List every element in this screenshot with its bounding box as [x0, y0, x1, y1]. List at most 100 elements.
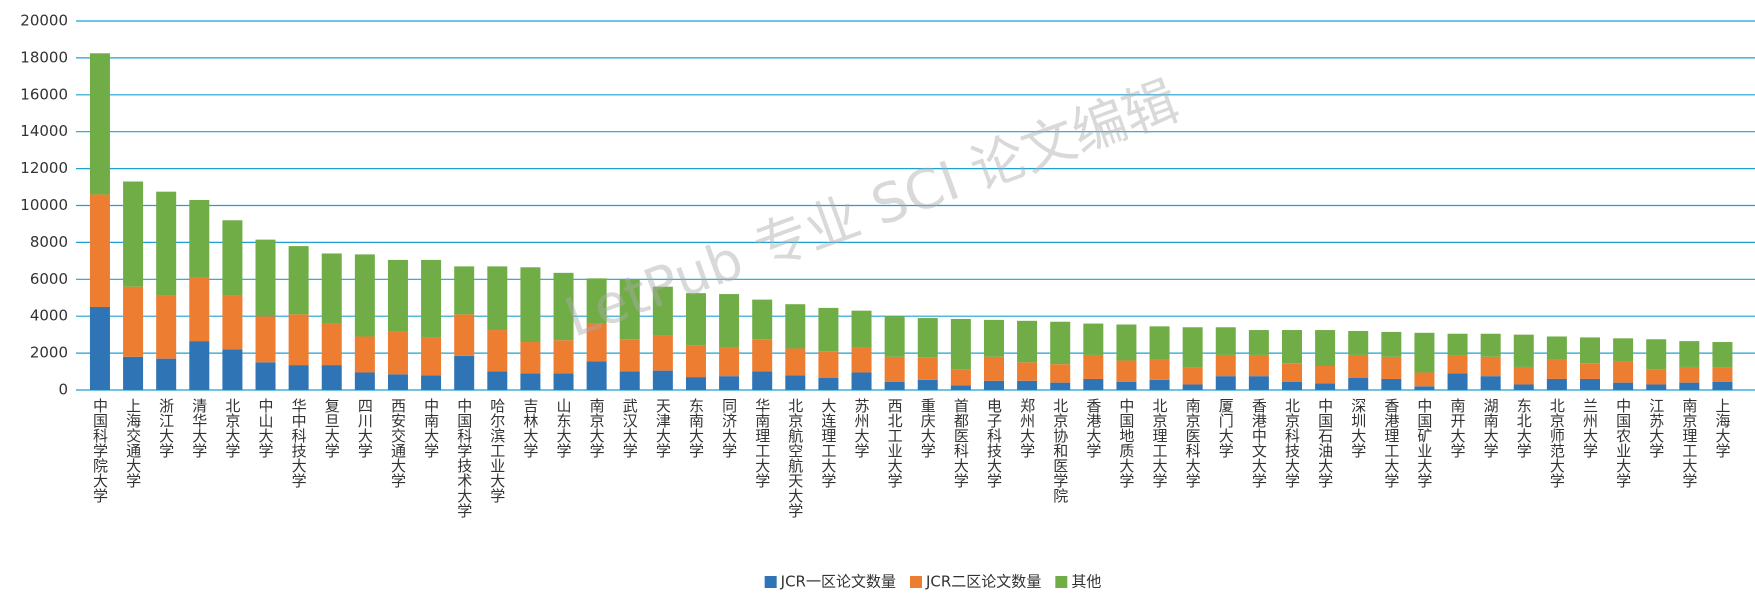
- bar-segment: [1017, 362, 1038, 381]
- x-tick-label: 南京医科大学: [1184, 398, 1202, 488]
- bar-segment: [1579, 378, 1600, 390]
- x-tick-label: 华南理工大学: [753, 398, 771, 488]
- bar-segment: [1315, 330, 1336, 367]
- bar-segment: [288, 314, 309, 366]
- bar-segment: [1679, 382, 1700, 390]
- bar-segment: [1017, 380, 1038, 390]
- bar-segment: [1712, 381, 1733, 390]
- bar-segment: [156, 191, 177, 296]
- bar-segment: [1646, 369, 1667, 385]
- bar-segment: [983, 380, 1004, 390]
- x-tick-label: 东北大学: [1515, 398, 1533, 458]
- x-tick-label: 首都医科大学: [952, 398, 970, 488]
- bar-segment: [1149, 359, 1170, 380]
- bar-segment: [387, 259, 408, 332]
- bar-segment: [1712, 342, 1733, 368]
- bar-segment: [1414, 386, 1435, 390]
- bar-segment: [321, 323, 342, 366]
- bar-segment: [89, 53, 110, 195]
- bar-segment: [354, 336, 375, 373]
- x-tick-label: 苏州大学: [853, 398, 871, 458]
- bar-segment: [222, 349, 243, 390]
- bar-segment: [619, 339, 640, 372]
- bar-segment: [685, 377, 706, 390]
- bar-segment: [1281, 381, 1302, 390]
- x-tick-label: 兰州大学: [1581, 398, 1599, 458]
- x-tick-label: 复旦大学: [323, 397, 341, 458]
- bar-segment: [1215, 327, 1236, 355]
- y-tick-label: 4000: [30, 307, 68, 325]
- bar-segment: [1414, 372, 1435, 387]
- y-tick-label: 2000: [30, 344, 68, 362]
- bar-segment: [1116, 381, 1137, 390]
- bar-segment: [917, 357, 938, 380]
- x-tick-label: 江苏大学: [1647, 398, 1665, 458]
- bar-segment: [1480, 376, 1501, 390]
- bar-segment: [1215, 376, 1236, 390]
- bar-segment: [421, 375, 442, 390]
- bar-segment: [189, 341, 210, 390]
- x-tick-label: 香港中文大学: [1250, 398, 1268, 488]
- bar-segment: [1447, 355, 1468, 374]
- bar-segment: [1281, 330, 1302, 364]
- bar-segment: [1017, 320, 1038, 363]
- bar-segment: [1679, 341, 1700, 367]
- legend-swatch: [909, 576, 922, 588]
- x-tick-label: 上海大学: [1713, 398, 1731, 458]
- bar-segment: [1546, 336, 1567, 360]
- bar-segment: [255, 316, 276, 363]
- bar-segment: [1348, 378, 1369, 390]
- x-tick-label: 北京大学: [223, 398, 241, 458]
- bar-segment: [520, 373, 541, 390]
- bar-segment: [1447, 333, 1468, 356]
- x-tick-label: 北京协和医学院: [1051, 398, 1069, 504]
- bar-segment: [487, 371, 508, 390]
- x-tick-label: 上海交通大学: [124, 398, 142, 488]
- bar-segment: [421, 337, 442, 376]
- legend-label: 其他: [1071, 573, 1101, 591]
- bar-segment: [387, 374, 408, 390]
- bar-segment: [1613, 361, 1634, 383]
- bar-segment: [156, 295, 177, 359]
- bar-segment: [222, 220, 243, 296]
- bar-segment: [288, 246, 309, 315]
- x-tick-label: 中国科学技术大学: [455, 398, 473, 518]
- bar-segment: [1381, 378, 1402, 390]
- bar-segment: [1546, 359, 1567, 379]
- y-tick-label: 18000: [20, 48, 68, 66]
- bar-segment: [1646, 339, 1667, 370]
- bar-segment: [1182, 384, 1203, 390]
- bar-segment: [851, 347, 872, 373]
- legend-swatch: [1055, 576, 1068, 588]
- bar-segment: [752, 339, 773, 372]
- x-tick-label: 南京理工大学: [1680, 398, 1698, 488]
- bar-segment: [983, 319, 1004, 357]
- bar-segment: [1546, 378, 1567, 390]
- bar-segment: [321, 253, 342, 324]
- x-tick-label: 中南大学: [422, 398, 440, 458]
- bar-segment: [851, 372, 872, 390]
- x-tick-label: 南京大学: [588, 398, 606, 458]
- x-tick-label: 电子科技大学: [985, 398, 1003, 488]
- bar-segment: [156, 358, 177, 390]
- x-tick-label: 中国科学院大学: [91, 398, 109, 503]
- bar-segment: [387, 331, 408, 375]
- bar-segment: [189, 277, 210, 342]
- bar-segment: [1248, 354, 1269, 377]
- x-tick-label: 厦门大学: [1217, 398, 1235, 458]
- bar-segment: [454, 266, 475, 315]
- bar-segment: [553, 272, 574, 341]
- legend-label: JCR一区论文数量: [780, 573, 896, 591]
- bar-segment: [123, 356, 144, 390]
- bar-segment: [950, 318, 971, 370]
- bar-segment: [1182, 327, 1203, 368]
- bar-segment: [719, 376, 740, 390]
- y-tick-label: 8000: [30, 233, 68, 251]
- bar-segment: [1083, 378, 1104, 390]
- x-tick-label: 华中科技大学: [290, 398, 308, 488]
- bar-segment: [983, 356, 1004, 381]
- legend-swatch: [764, 576, 777, 588]
- bar-segment: [123, 181, 144, 287]
- bar-segment: [1381, 331, 1402, 357]
- y-tick-label: 6000: [30, 270, 68, 288]
